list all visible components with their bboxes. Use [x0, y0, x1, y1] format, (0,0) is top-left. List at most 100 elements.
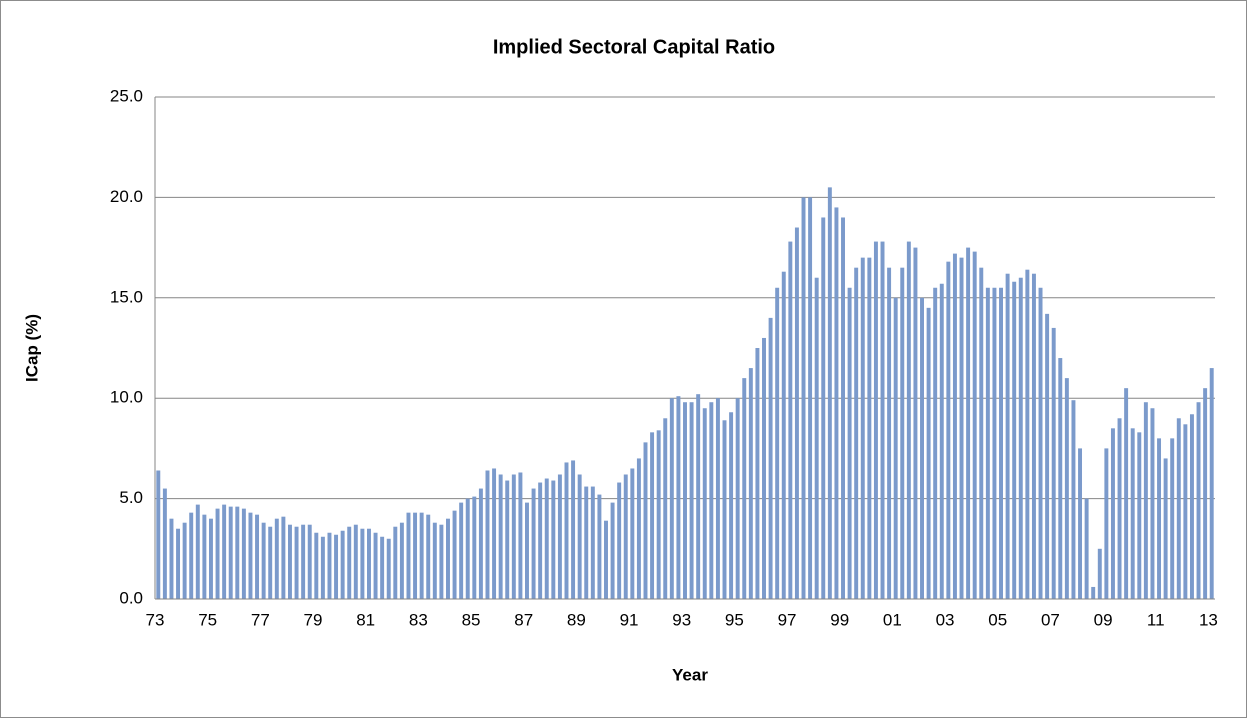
- bar: [360, 528, 365, 599]
- bar: [1117, 418, 1122, 599]
- x-tick-label: 77: [251, 610, 270, 629]
- bar: [604, 520, 608, 599]
- bar: [255, 514, 260, 599]
- y-tick-label: 25.0: [110, 86, 143, 105]
- x-tick-label: 01: [883, 610, 902, 629]
- bar: [887, 267, 892, 599]
- x-tick-label: 87: [514, 610, 533, 629]
- bar: [156, 470, 161, 599]
- bar: [478, 488, 483, 599]
- bar: [353, 524, 358, 599]
- x-tick-label: 79: [304, 610, 323, 629]
- bar: [439, 524, 444, 599]
- bar: [1078, 448, 1083, 599]
- bar: [999, 287, 1003, 599]
- bar: [696, 394, 701, 599]
- bar: [268, 526, 273, 599]
- bar: [748, 368, 753, 599]
- bar: [939, 283, 944, 599]
- bar: [406, 512, 411, 599]
- x-tick-label: 97: [778, 610, 797, 629]
- bar: [709, 402, 714, 599]
- x-tick-label: 07: [1041, 610, 1060, 629]
- bar: [906, 241, 911, 600]
- bar: [465, 498, 470, 599]
- bar: [472, 496, 477, 599]
- x-tick-label: 93: [672, 610, 691, 629]
- bar: [222, 504, 227, 599]
- bar: [880, 241, 885, 600]
- bar: [340, 530, 345, 599]
- y-tick-label: 0.0: [119, 588, 143, 607]
- x-tick-label: 05: [988, 610, 1007, 629]
- x-tick-label: 85: [462, 610, 481, 629]
- bar: [393, 526, 398, 599]
- bar: [307, 524, 312, 599]
- bar: [867, 257, 872, 599]
- bar: [544, 478, 549, 599]
- x-tick-label: 89: [567, 610, 586, 629]
- bar: [511, 474, 516, 599]
- bar: [1005, 273, 1010, 599]
- bar: [663, 418, 668, 599]
- bar: [762, 337, 766, 599]
- bar: [551, 480, 556, 599]
- x-tick-label: 83: [409, 610, 428, 629]
- x-axis-title: Year: [672, 665, 708, 684]
- bar: [722, 420, 727, 599]
- bar: [755, 348, 760, 599]
- bar: [854, 267, 859, 599]
- bar: [261, 522, 266, 599]
- bar: [459, 502, 464, 599]
- bar: [827, 187, 832, 600]
- bar: [281, 516, 286, 599]
- bar: [669, 398, 674, 599]
- x-tick-label: 03: [936, 610, 955, 629]
- bar: [287, 524, 292, 599]
- y-tick-label: 15.0: [110, 287, 143, 306]
- bar: [373, 532, 378, 599]
- bar: [821, 217, 826, 600]
- bar: [729, 412, 734, 599]
- bar: [643, 442, 648, 599]
- bar: [1031, 273, 1036, 599]
- bar: [913, 247, 918, 599]
- bar: [327, 532, 332, 599]
- bar: [1176, 418, 1181, 599]
- bar: [597, 494, 602, 599]
- bar: [1058, 358, 1063, 599]
- bar: [841, 217, 845, 600]
- bar: [228, 506, 233, 599]
- x-tick-label: 73: [146, 610, 165, 629]
- bar: [584, 486, 589, 599]
- bar: [715, 398, 720, 599]
- bar: [1189, 414, 1194, 599]
- bar: [1084, 498, 1089, 599]
- y-axis-title: ICap (%): [22, 314, 41, 382]
- bar: [1064, 378, 1069, 599]
- x-tick-label: 13: [1199, 610, 1218, 629]
- bar: [742, 378, 747, 599]
- bar: [426, 514, 431, 599]
- bar: [195, 504, 200, 599]
- bar: [320, 536, 325, 599]
- bar: [334, 534, 339, 599]
- bar: [788, 241, 793, 600]
- bar: [215, 508, 220, 599]
- bar: [926, 307, 931, 599]
- bar: [189, 512, 194, 599]
- bar: [1209, 368, 1214, 599]
- bar: [952, 253, 957, 599]
- bar: [847, 287, 852, 599]
- bar: [966, 247, 971, 599]
- bar: [413, 512, 418, 599]
- bar: [274, 518, 279, 599]
- bar: [498, 474, 503, 599]
- bar: [801, 197, 806, 599]
- bar: [518, 472, 523, 599]
- bar: [623, 474, 628, 599]
- bar: [1091, 586, 1096, 599]
- bar: [577, 474, 582, 599]
- x-tick-label: 99: [830, 610, 849, 629]
- bar: [1045, 313, 1050, 599]
